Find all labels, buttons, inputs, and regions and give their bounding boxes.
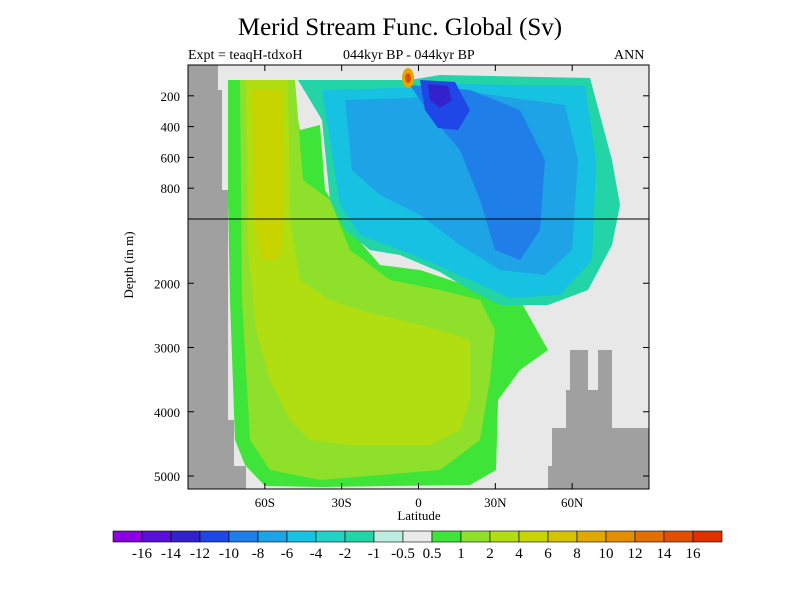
x-tick-label: 0 [415,495,422,510]
colorbar-label: -2 [339,546,352,562]
positive-cell-center [252,90,284,260]
colorbar-label: -12 [190,546,210,562]
colorbar-swatch [547,530,578,543]
colorbar-label: 8 [573,546,581,562]
colorbar-label: 10 [599,546,614,562]
colorbar-swatch [170,530,201,543]
antarctic-land [188,65,246,489]
positive-cell-core [246,80,470,445]
colorbar-label: 4 [515,546,523,562]
colorbar-label: -16 [132,546,152,562]
colorbar-label: 14 [657,546,673,562]
y-tick-label: 5000 [154,469,180,484]
colorbar-label: 0.5 [423,546,442,562]
colorbar-label: -8 [252,546,265,562]
colorbar-swatch [344,530,375,543]
negative-cell-deep [410,85,545,260]
y-tick-label: 4000 [154,405,180,420]
colorbar-label: -6 [281,546,294,562]
y-tick-label: 600 [161,150,181,165]
colorbar-swatch [692,530,723,543]
colorbar-label: 12 [628,546,643,562]
negative-cell-max [428,84,452,108]
x-tick-label: 30N [484,495,507,510]
colorbar-swatch [663,530,694,543]
experiment-label: Expt = teaqH-tdxoH [188,48,303,63]
colorbar-label: 2 [486,546,494,562]
colorbar-label: 6 [544,546,552,562]
colorbar-swatch [605,530,636,543]
colorbar-label: 1 [457,546,465,562]
colorbar-swatch [199,530,230,543]
x-tick-label: 60N [561,495,584,510]
colorbar-label: -10 [219,546,239,562]
colorbar-swatch [257,530,288,543]
colorbar-label: -4 [310,546,323,562]
colorbar-swatch [518,530,549,543]
colorbar-swatch [489,530,520,543]
x-axis-label: Latitude [397,508,441,523]
colorbar-label: -1 [368,546,381,562]
colorbar-swatch [141,530,172,543]
y-tick-label: 3000 [154,341,180,356]
colorbar-label: -14 [161,546,181,562]
chart-title: Merid Stream Func. Global (Sv) [237,14,563,41]
colorbar-swatch [460,530,491,543]
colorbar-swatch [402,530,433,543]
season-label: ANN [614,48,645,63]
colorbar-swatch [634,530,665,543]
x-tick-label: 30S [332,495,352,510]
colorbar-swatch [373,530,404,543]
colorbar-swatch [431,530,462,543]
y-tick-label: 800 [161,181,181,196]
y-tick-label: 2000 [154,276,180,291]
x-tick-label: 60S [255,495,275,510]
colorbar-label: -0.5 [391,546,415,562]
y-tick-label: 400 [161,120,181,135]
colorbar-swatch [576,530,607,543]
positive-anomaly-core [405,73,411,83]
y-axis-label: Depth (in m) [121,231,136,299]
northern-land [548,350,649,489]
colorbar-swatch [286,530,317,543]
colorbar-swatch [228,530,259,543]
y-tick-label: 200 [161,89,181,104]
colorbar-swatch [315,530,346,543]
colorbar-label: 16 [686,546,702,562]
period-label: 044kyr BP - 044kyr BP [343,48,475,63]
colorbar-swatch [112,530,143,543]
